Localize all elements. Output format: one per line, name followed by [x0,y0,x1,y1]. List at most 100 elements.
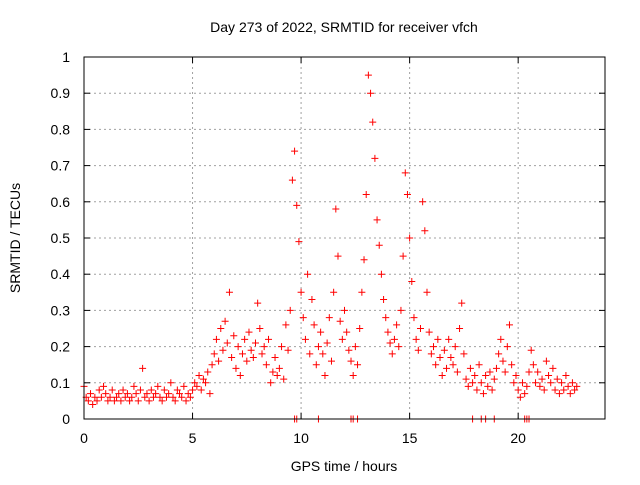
data-point [499,357,507,365]
data-point [219,346,227,354]
data-point [360,256,368,264]
data-point [238,350,246,358]
y-tick-label: 0 [62,411,70,427]
data-point [271,353,279,361]
data-point [199,375,207,383]
data-point [377,270,385,278]
data-point [247,346,255,354]
data-point [102,390,110,398]
data-point [312,361,320,369]
data-point [317,328,325,336]
data-point [280,375,288,383]
data-point [167,379,175,387]
data-point [110,397,118,405]
data-point [165,390,173,398]
x-tick-label: 5 [189,430,197,446]
data-point [484,382,492,390]
data-point [84,397,92,405]
grid-lines [84,57,605,419]
data-point [132,390,140,398]
data-point [104,397,112,405]
data-point [245,328,253,336]
data-point [332,205,340,213]
data-point [536,382,544,390]
data-point [432,361,440,369]
data-point [443,364,451,372]
data-point [486,368,494,376]
data-point [186,393,194,401]
data-point [516,393,524,401]
data-point [301,335,309,343]
data-point [505,321,513,329]
y-tick-label: 1 [62,49,70,65]
data-point [427,350,435,358]
x-tick-label: 20 [510,430,526,446]
data-point [141,393,149,401]
data-point [449,361,457,369]
data-point [458,299,466,307]
data-point [384,328,392,336]
data-point [406,234,414,242]
data-point [525,368,533,376]
data-point [362,191,370,199]
data-point [145,397,153,405]
x-tick-label: 10 [293,430,309,446]
data-point [210,350,218,358]
data-point [130,382,138,390]
data-point [87,390,95,398]
y-tick-label: 0.7 [51,158,71,174]
data-point [568,379,576,387]
plot-frame [83,56,606,420]
data-point [375,241,383,249]
data-point [256,325,264,332]
data-point [327,357,335,365]
data-point [453,368,461,376]
data-point [534,368,542,376]
data-point [225,288,233,296]
data-point [212,335,220,343]
data-point [343,328,351,336]
data-point [542,357,550,365]
data-point [410,314,418,322]
data-point [460,350,468,358]
x-tick-label: 15 [402,430,418,446]
data-point [423,288,431,296]
data-point [221,317,229,325]
data-point [193,382,201,390]
data-point [495,350,503,358]
data-point [249,353,257,361]
data-point [191,379,199,387]
data-point [243,357,251,365]
data-point [412,335,420,343]
data-point [286,306,294,314]
data-point [119,386,127,394]
data-point [176,390,184,398]
data-point [126,397,134,405]
data-point [258,350,266,358]
data-point [128,393,136,401]
y-tick-label: 0.4 [51,266,71,282]
data-point [321,372,329,380]
data-point [160,386,168,394]
data-point [425,328,433,336]
data-point [367,89,375,97]
data-point [314,343,322,351]
data-point [545,372,553,380]
data-point [521,390,529,398]
data-point [310,321,318,329]
data-point [466,364,474,372]
data-point [364,71,372,79]
data-point [117,397,125,405]
data-point [464,382,472,390]
data-point [403,191,411,199]
data-point [490,375,498,383]
data-point [373,216,381,224]
data-point [523,382,531,390]
y-axis-label: SRMTID / TECUs [7,183,23,293]
data-point [304,270,312,278]
data-point [573,382,581,390]
data-point [254,299,262,307]
data-point [529,361,537,369]
x-tick-label: 0 [80,430,88,446]
